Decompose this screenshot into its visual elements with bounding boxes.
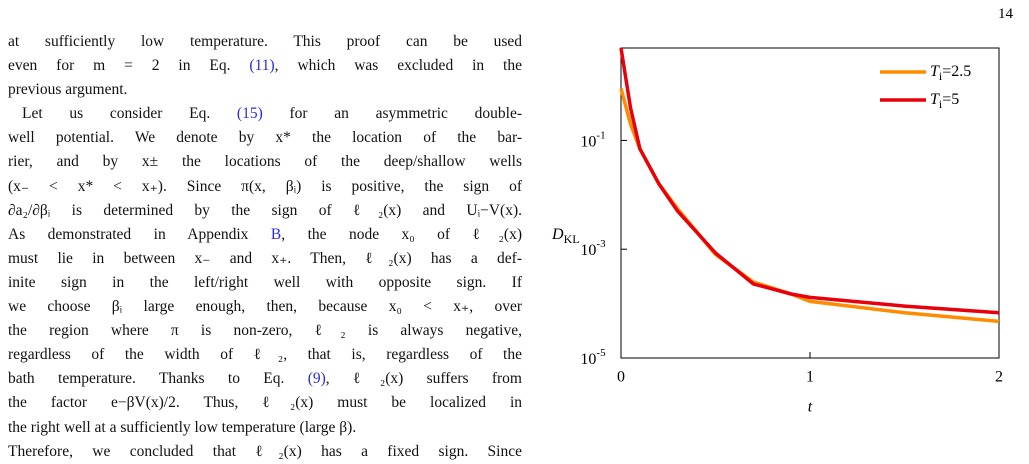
text-line: inite sign in the left/right well with o…	[8, 273, 522, 291]
x-tick-label: 1	[806, 369, 814, 386]
text-line: well potential. We denote by x* the loca…	[8, 129, 522, 147]
text-line: the region where π is non-zero, ℓ₂ is al…	[8, 322, 522, 340]
page-number: 14	[998, 6, 1013, 22]
text-line: even for m = 2 in Eq. (11), which was ex…	[8, 57, 522, 75]
text-line: previous argument.	[8, 81, 128, 99]
y-tick-label: 10-5	[580, 347, 606, 368]
text-line: at sufficiently low temperature. This pr…	[8, 33, 522, 50]
page: 14 at sufficiently low temperature. This…	[8, 6, 1013, 460]
y-axis-label: DKL	[551, 226, 580, 246]
text-line: we choose βᵢ large enough, then, because…	[8, 298, 522, 316]
text-column: at sufficiently low temperature. This pr…	[8, 30, 522, 464]
text-line: the right well at a sufficiently low tem…	[8, 418, 357, 436]
y-tick-label: 10-1	[580, 129, 605, 150]
text-line: Let us consider Eq. (15) for an asymmetr…	[22, 105, 522, 123]
legend-label: Ti=2.5	[930, 63, 971, 83]
chart: 0 1 2 10-1 10-3 10-5 t DKL Ti=2.5 Ti=5	[551, 47, 1003, 416]
x-tick-label: 2	[995, 369, 1003, 386]
text-line: must lie in between x₋ and x₊. Then, ℓ₂(…	[8, 249, 522, 267]
x-axis-label: t	[808, 399, 813, 416]
text-line: the factor e−βV(x)/2. Thus, ℓ₂(x) must b…	[8, 394, 522, 412]
data-line	[619, 88, 1000, 324]
legend-label: Ti=5	[930, 91, 959, 111]
text-line: bath temperature. Thanks to Eq. (9), ℓ₂(…	[8, 370, 522, 388]
text-line: As demonstrated in Appendix B, the node …	[8, 225, 522, 243]
data-line	[619, 47, 1000, 315]
text-line: (x₋ < x* < x₊). Since π(x, βᵢ) is positi…	[8, 177, 522, 195]
text-line: rier, and by x± the locations of the dee…	[8, 153, 522, 171]
text-line: regardless of the width of ℓ₂, that is, …	[8, 346, 522, 364]
x-tick-label: 0	[617, 369, 625, 386]
y-tick-label: 10-3	[580, 238, 606, 259]
text-line: ∂a₂/∂βᵢ is determined by the sign of ℓ₂(…	[8, 201, 522, 219]
